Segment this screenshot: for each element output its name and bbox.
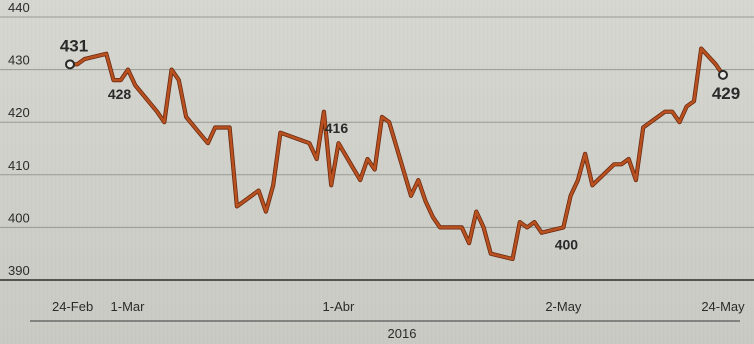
x-tick-label: 24-Feb [52, 299, 93, 314]
point-marker [718, 69, 728, 80]
y-tick-label: 440 [8, 0, 30, 15]
year-label: 2016 [388, 326, 417, 341]
y-tick-label: 420 [8, 105, 30, 120]
data-label: 400 [555, 236, 579, 252]
x-tick-label: 24-May [701, 299, 745, 314]
y-tick-label: 390 [8, 263, 30, 278]
y-tick-label: 410 [8, 158, 30, 173]
data-label: 431 [60, 36, 88, 55]
data-label: 428 [108, 86, 132, 102]
data-label: 416 [325, 120, 349, 136]
x-tick-label: 2-May [545, 299, 582, 314]
data-label: 429 [712, 84, 740, 103]
series-line [68, 47, 725, 261]
x-tick-label: 1-Mar [111, 299, 146, 314]
y-tick-label: 430 [8, 53, 30, 68]
y-tick-label: 400 [8, 210, 30, 225]
x-tick-label: 1-Abr [323, 299, 355, 314]
point-marker [65, 59, 75, 70]
